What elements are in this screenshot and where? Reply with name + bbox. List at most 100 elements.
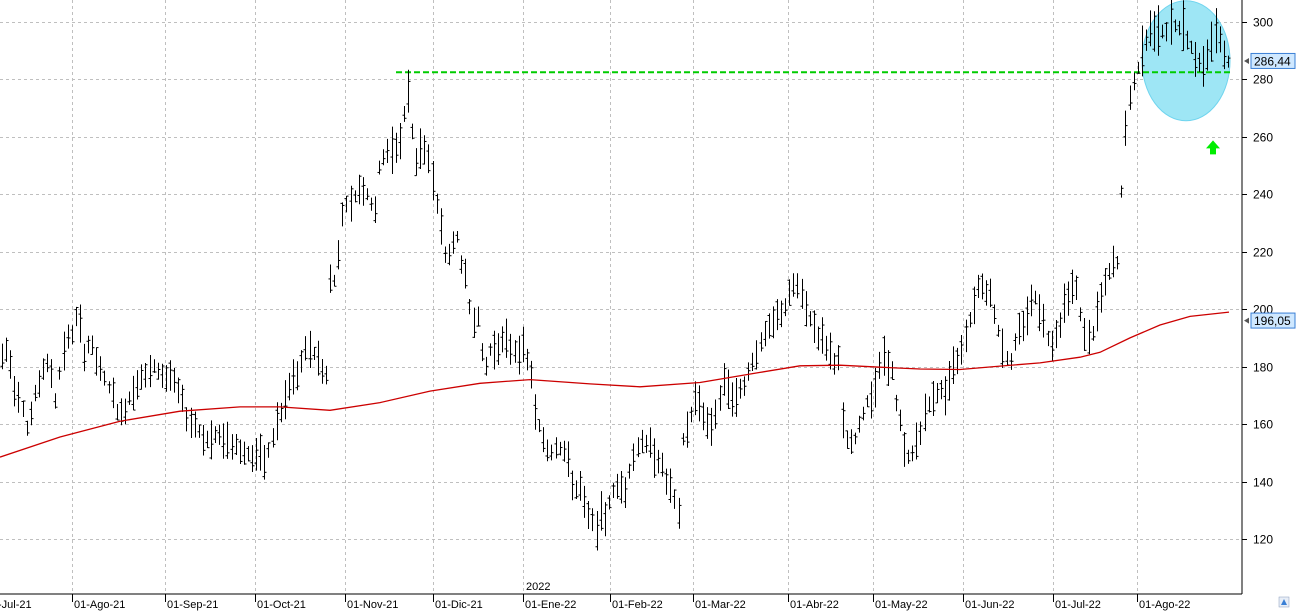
- price-bar: [1173, 19, 1178, 33]
- price-bar: [742, 376, 747, 396]
- price-bar: [500, 326, 505, 353]
- price-bar: [484, 356, 489, 376]
- price-bar: [1197, 52, 1202, 72]
- price-bar: [197, 424, 202, 438]
- price-bar: [172, 367, 177, 393]
- price-bar: [558, 441, 563, 456]
- price-bar: [648, 427, 653, 458]
- price-bar: [590, 508, 595, 532]
- price-bar: [677, 497, 682, 529]
- price-bar: [775, 299, 780, 331]
- price-bar: [1123, 110, 1128, 146]
- price-bar: [1205, 39, 1210, 71]
- price-bar: [1201, 45, 1206, 87]
- price-bar: [521, 326, 526, 363]
- price-bar: [66, 324, 71, 349]
- price-bar: [21, 400, 26, 418]
- price-bar: [660, 452, 665, 477]
- price-bar: [549, 444, 554, 461]
- price-bar: [836, 345, 841, 371]
- x-tick-label: 01-Feb-22: [612, 599, 663, 611]
- price-bar: [1128, 85, 1133, 110]
- price-bar: [74, 306, 79, 327]
- price-bar: [1226, 55, 1231, 68]
- price-bar: [1103, 268, 1108, 296]
- price-bar: [726, 369, 731, 409]
- price-bar: [152, 359, 157, 373]
- price-bar: [295, 361, 300, 391]
- price-bar: [668, 468, 673, 503]
- price-bar: [439, 208, 444, 245]
- y-tick-label: 220: [1253, 246, 1273, 260]
- price-bar: [180, 384, 185, 412]
- price-bar: [41, 358, 46, 380]
- price-bar: [652, 438, 657, 478]
- ma-value-tag: 196,05: [1250, 312, 1296, 329]
- price-bar: [435, 193, 440, 214]
- price-bar: [238, 439, 243, 465]
- price-bar: [57, 366, 62, 380]
- ohlc-bars: [0, 0, 1231, 551]
- x-tick-label: 01-Jul-22: [1055, 599, 1101, 611]
- price-bar: [722, 363, 727, 396]
- price-bar: [1132, 72, 1137, 91]
- price-bar: [1017, 312, 1022, 345]
- price-bar: [988, 278, 993, 308]
- price-bar: [992, 304, 997, 324]
- price-bar: [336, 240, 341, 270]
- price-bar: [959, 335, 964, 365]
- price-bar: [808, 311, 813, 327]
- price-bar: [640, 429, 645, 454]
- x-tick-label: 01-Mar-22: [695, 599, 746, 611]
- current-price-tag: 286,44: [1250, 52, 1296, 69]
- price-bar: [12, 376, 17, 407]
- price-bar: [1222, 40, 1227, 70]
- price-bar: [488, 343, 493, 356]
- price-bar: [349, 185, 354, 222]
- price-bar: [353, 190, 358, 203]
- price-bar: [1009, 353, 1014, 370]
- price-bar: [914, 422, 919, 460]
- price-bar: [902, 432, 907, 467]
- price-bar: [234, 433, 239, 455]
- y-tick-label: 160: [1253, 418, 1273, 432]
- price-bar: [1214, 8, 1219, 54]
- price-bar: [275, 402, 280, 441]
- price-bar: [357, 174, 362, 205]
- price-bar: [1189, 40, 1194, 54]
- price-bar: [476, 306, 481, 327]
- price-bar: [763, 320, 768, 347]
- price-bar: [1046, 330, 1051, 347]
- price-bar: [804, 291, 809, 327]
- ma-pointer-icon: [1244, 317, 1249, 324]
- price-bar: [931, 381, 936, 417]
- price-bar: [492, 330, 497, 370]
- price-bar: [508, 333, 513, 365]
- price-bar: [713, 399, 718, 429]
- price-bar: [693, 381, 698, 416]
- price-bar: [398, 122, 403, 160]
- price-bar: [328, 264, 333, 293]
- price-bar: [759, 332, 764, 352]
- price-bar: [529, 360, 534, 389]
- price-bar: [923, 393, 928, 432]
- price-bar: [213, 426, 218, 444]
- price-bar: [787, 279, 792, 306]
- price-bar: [898, 409, 903, 432]
- price-bar: [377, 160, 382, 175]
- price-bar: [582, 485, 587, 518]
- price-bar: [1029, 284, 1034, 317]
- price-bar: [730, 382, 735, 417]
- price-bar: [623, 477, 628, 508]
- price-bar: [369, 197, 374, 211]
- price-bar: [143, 363, 148, 388]
- price-bar: [98, 356, 103, 381]
- price-bar: [701, 402, 706, 431]
- price-bar: [664, 468, 669, 495]
- price-bar: [1218, 26, 1223, 53]
- price-pointer-icon: [1244, 57, 1249, 64]
- price-bar: [1062, 283, 1067, 323]
- price-bar: [574, 480, 579, 500]
- price-bar: [164, 365, 169, 392]
- price-bar: [615, 473, 620, 499]
